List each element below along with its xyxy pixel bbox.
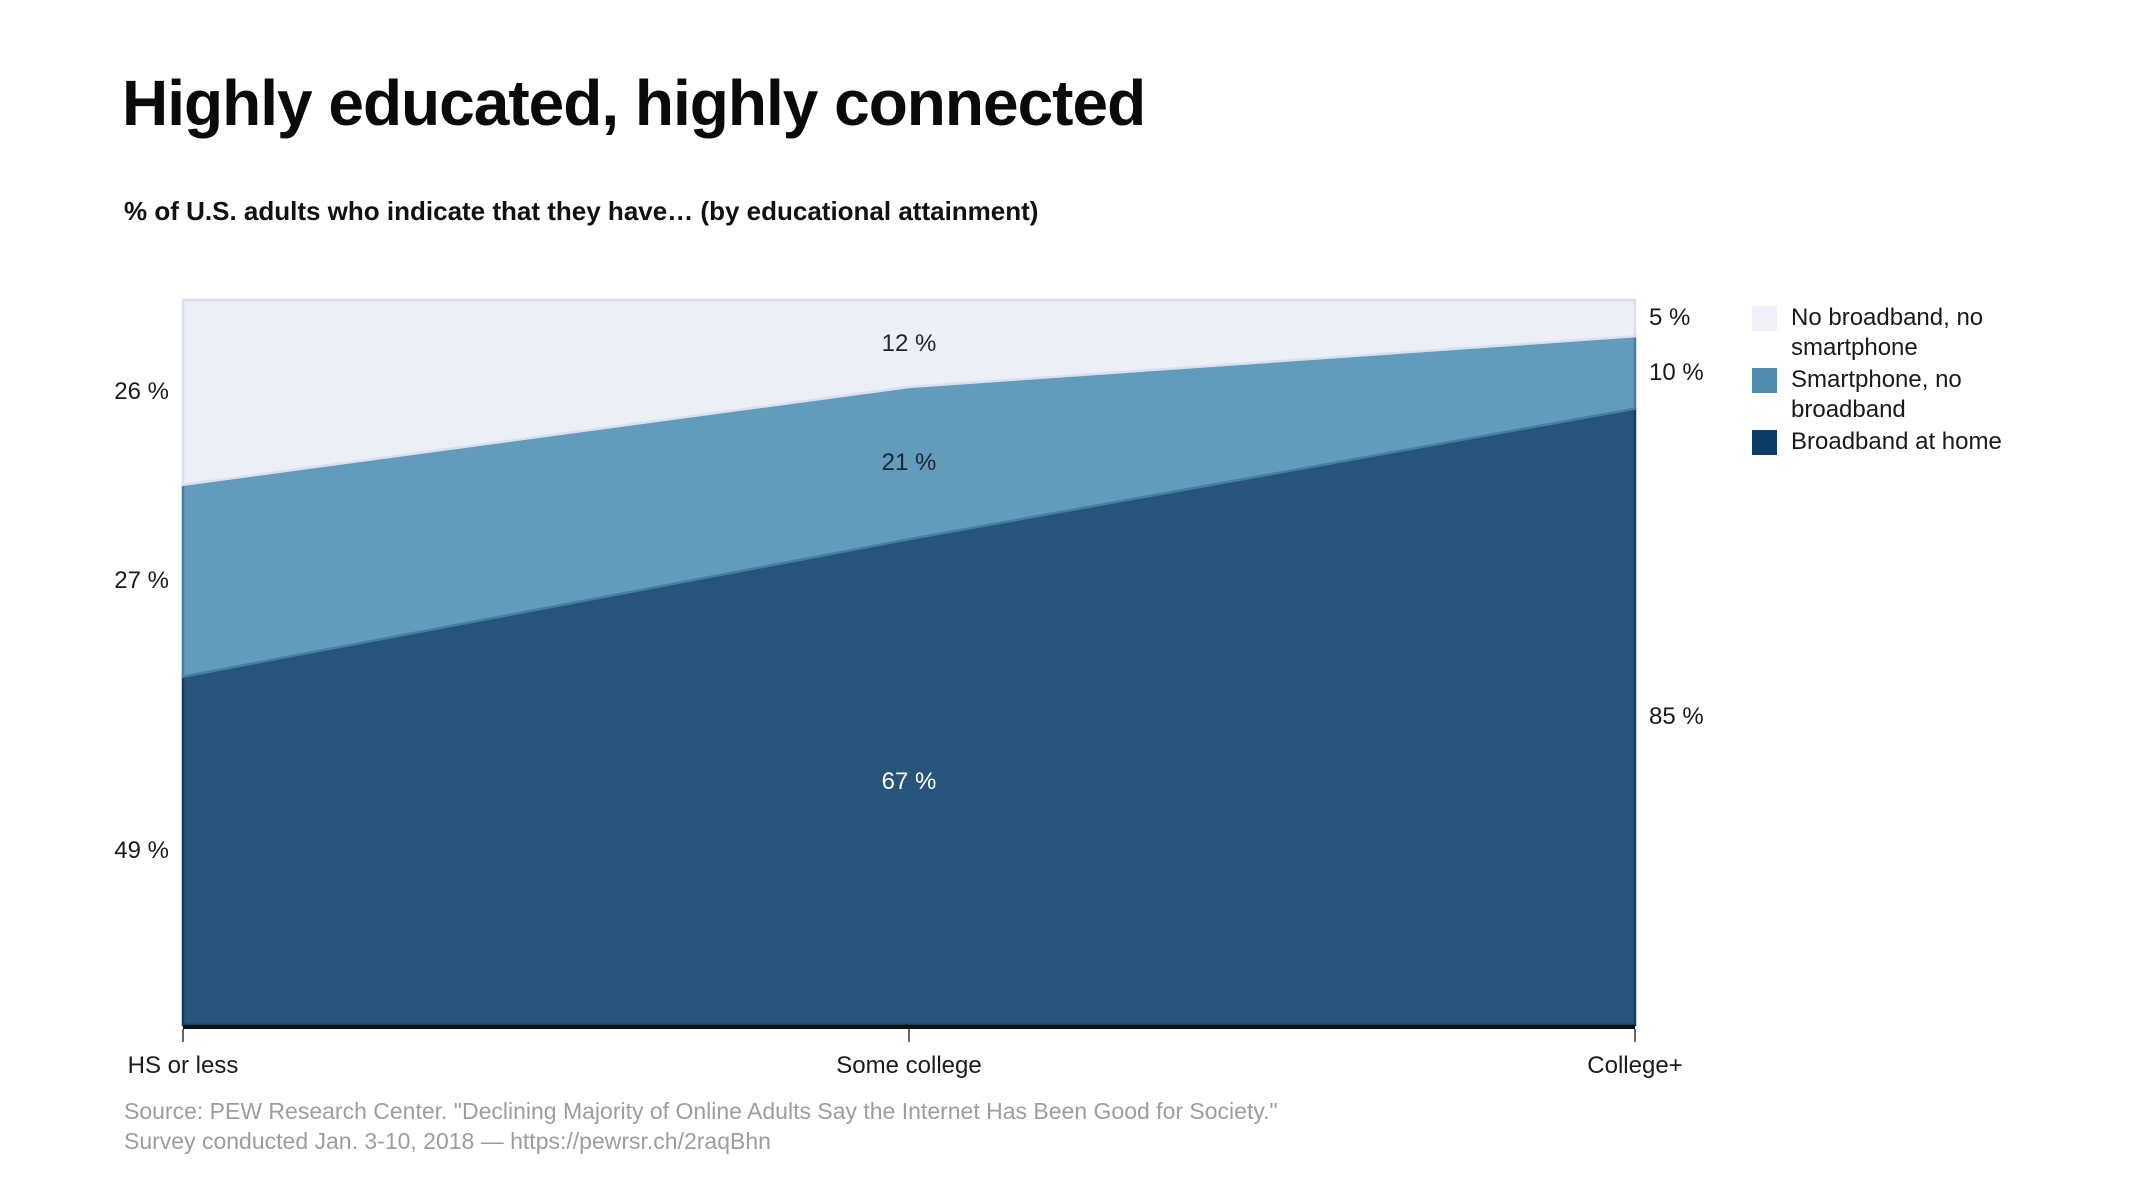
data-label: 12 % — [881, 329, 937, 357]
edge-label-right: 5 % — [1649, 304, 1691, 332]
data-label: 21 % — [881, 449, 937, 477]
x-axis-label: HS or less — [127, 1052, 239, 1079]
chart-area: HS or less Some college College+ 49 % 67 % 85… — [114, 298, 1704, 1079]
legend-item: No broadband, no smartphone — [1752, 303, 2052, 363]
edge-label-left: 27 % — [114, 566, 169, 594]
legend-label: No broadband, no smartphone — [1791, 304, 1984, 361]
x-axis-line — [183, 1025, 1635, 1029]
source-line-2: Survey conducted Jan. 3-10, 2018 — https… — [124, 1128, 771, 1154]
axis-tick — [1634, 1029, 1636, 1042]
edge-label-left: 26 % — [114, 378, 169, 406]
source-note: Source: PEW Research Center. "Declining … — [124, 1096, 1278, 1156]
x-axis-label: Some college — [836, 1052, 982, 1079]
edge-label-right: 85 % — [1649, 702, 1704, 730]
axis-tick — [182, 1029, 184, 1042]
edge-label-right: 10 % — [1649, 358, 1704, 386]
data-label: 67 % — [881, 768, 937, 796]
legend-item: Smartphone, no broadband — [1752, 365, 2052, 425]
chart-legend: No broadband, no smartphone Smartphone, n… — [1752, 303, 2052, 459]
edge-label-left: 49 % — [114, 836, 169, 864]
legend-swatch — [1752, 306, 1777, 331]
legend-item: Broadband at home — [1752, 427, 2052, 457]
area-band-no-broadband-no-smartphone — [181, 298, 1637, 487]
x-axis-label: College+ — [1587, 1052, 1683, 1079]
axis-tick — [908, 1029, 910, 1042]
chart-subtitle: % of U.S. adults who indicate that they … — [124, 196, 1039, 226]
stacked-area-plot — [181, 298, 1637, 1027]
legend-label: Smartphone, no broadband — [1791, 366, 1962, 423]
chart-title: Highly educated, highly connected — [122, 67, 1146, 139]
legend-swatch — [1752, 430, 1777, 455]
legend-swatch — [1752, 368, 1777, 393]
legend-label: Broadband at home — [1791, 428, 2002, 455]
source-line-1: Source: PEW Research Center. "Declining … — [124, 1098, 1278, 1124]
